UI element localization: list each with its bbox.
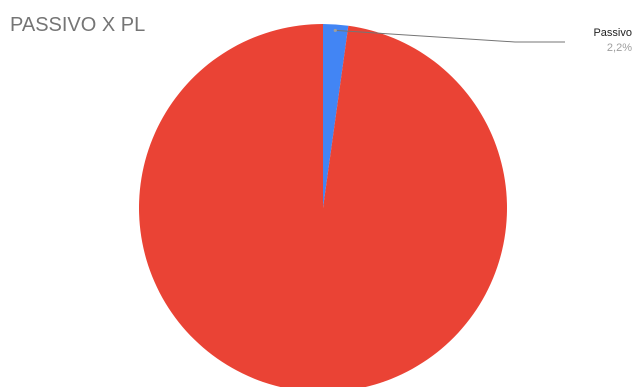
slice-value-passivo: 2,2% xyxy=(607,42,632,54)
pie-slice-passivo xyxy=(323,24,349,208)
chart-title: PASSIVO X PL xyxy=(10,14,145,36)
slice-annotations: Passivo 2,2% xyxy=(333,27,632,54)
pie-slices xyxy=(139,24,507,387)
leader-line xyxy=(335,29,565,43)
leader-dot xyxy=(333,28,337,33)
pie-slice-other xyxy=(139,24,507,387)
slice-label-passivo: Passivo xyxy=(593,27,632,39)
